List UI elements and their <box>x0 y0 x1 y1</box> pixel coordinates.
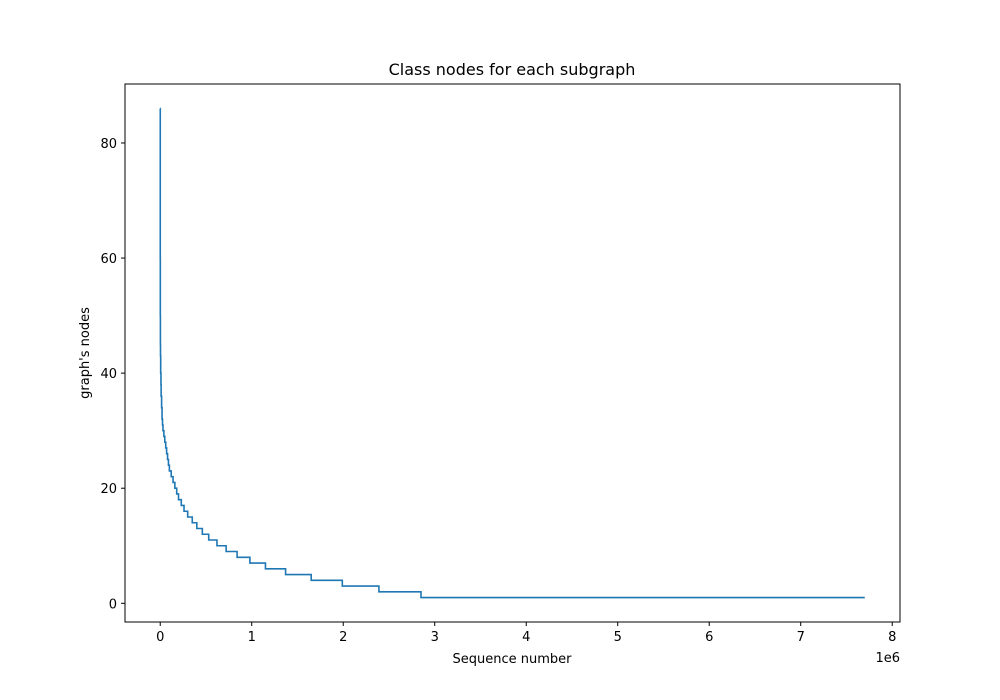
y-axis-label: graph's nodes <box>78 307 93 399</box>
x-tick-label: 0 <box>156 630 164 645</box>
x-tick-label: 1 <box>248 630 256 645</box>
x-axis-label: Sequence number <box>453 652 573 667</box>
y-tick-label: 0 <box>109 597 117 612</box>
y-axis-ticks: 0 20 40 60 80 <box>100 137 125 612</box>
x-tick-label: 6 <box>705 630 713 645</box>
y-tick-label: 20 <box>100 482 117 497</box>
plot-frame <box>124 83 901 623</box>
x-axis-offset-label: 1e6 <box>875 651 900 666</box>
x-axis-ticks: 0 1 2 3 4 5 6 7 8 <box>156 622 896 645</box>
x-tick-label: 5 <box>614 630 622 645</box>
chart-marks <box>159 107 865 599</box>
x-tick-label: 4 <box>522 630 530 645</box>
x-tick-label: 8 <box>888 630 896 645</box>
y-tick-label: 60 <box>100 252 117 267</box>
y-tick-label: 80 <box>100 137 117 152</box>
x-tick-label: 2 <box>339 630 347 645</box>
x-tick-label: 7 <box>797 630 805 645</box>
series-line <box>159 107 865 599</box>
plot-area <box>125 84 900 622</box>
y-tick-label: 40 <box>100 367 117 382</box>
x-tick-label: 3 <box>431 630 439 645</box>
chart-title: Class nodes for each subgraph <box>389 60 636 79</box>
